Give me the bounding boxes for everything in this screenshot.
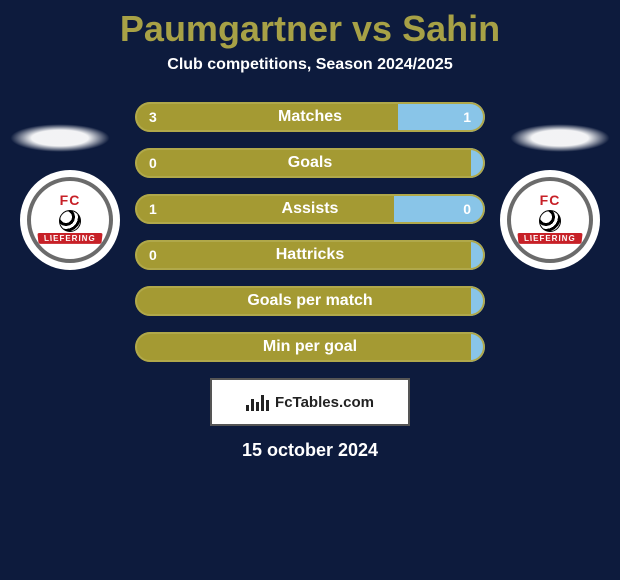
stat-bar: 10Assists: [135, 194, 485, 224]
club-fc-label: FC: [60, 192, 81, 208]
stat-value-left: 0: [149, 155, 157, 171]
brand-text: FcTables.com: [275, 394, 374, 411]
stat-value-right: 0: [463, 201, 471, 217]
soccer-ball-icon: [539, 210, 561, 232]
bar-chart-icon: [246, 393, 269, 411]
stat-segment-left: 3: [135, 102, 398, 132]
club-name-banner: LIEFERING: [38, 233, 103, 244]
player-left-shadow: [10, 124, 110, 152]
club-name-banner: LIEFERING: [518, 233, 583, 244]
stat-bar: Goals per match: [135, 286, 485, 316]
stat-segment-right: 1: [398, 102, 486, 132]
club-badge-left-inner: FC LIEFERING: [27, 177, 113, 263]
stat-segment-right: [471, 148, 485, 178]
stat-segment-left: [135, 332, 471, 362]
stat-bar: Min per goal: [135, 332, 485, 362]
stat-segment-right: [471, 332, 485, 362]
club-fc-label: FC: [540, 192, 561, 208]
stat-segment-left: 0: [135, 148, 471, 178]
stats-bars: 31Matches0Goals10Assists0HattricksGoals …: [135, 102, 485, 362]
brand-badge: FcTables.com: [210, 378, 410, 426]
stat-bar: 0Hattricks: [135, 240, 485, 270]
comparison-title: Paumgartner vs Sahin: [0, 0, 620, 50]
stat-segment-left: 1: [135, 194, 394, 224]
stat-value-right: 1: [463, 109, 471, 125]
player-right-shadow: [510, 124, 610, 152]
player-left-name: Paumgartner: [120, 8, 342, 49]
stat-segment-right: [471, 240, 485, 270]
club-badge-left: FC LIEFERING: [20, 170, 120, 270]
club-badge-right-inner: FC LIEFERING: [507, 177, 593, 263]
club-badge-right: FC LIEFERING: [500, 170, 600, 270]
stat-bar: 0Goals: [135, 148, 485, 178]
date-label: 15 october 2024: [0, 440, 620, 461]
stat-value-left: 3: [149, 109, 157, 125]
stat-segment-right: [471, 286, 485, 316]
stat-segment-left: [135, 286, 471, 316]
stat-value-left: 1: [149, 201, 157, 217]
subtitle: Club competitions, Season 2024/2025: [0, 56, 620, 74]
player-right-name: Sahin: [402, 8, 500, 49]
vs-label: vs: [352, 8, 392, 49]
stat-segment-left: 0: [135, 240, 471, 270]
soccer-ball-icon: [59, 210, 81, 232]
stat-value-left: 0: [149, 247, 157, 263]
stat-segment-right: 0: [394, 194, 485, 224]
stat-bar: 31Matches: [135, 102, 485, 132]
